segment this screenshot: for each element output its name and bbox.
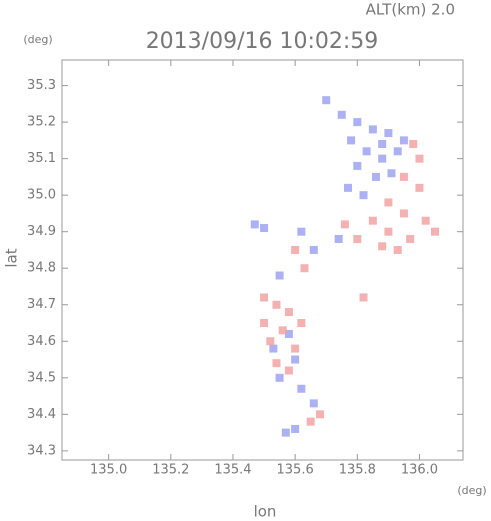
y-tick-label: 34.8 <box>27 261 56 276</box>
y-tick-label: 34.5 <box>27 370 56 385</box>
y-axis-label: lat <box>3 248 21 267</box>
data-point <box>297 227 306 236</box>
data-point <box>322 96 331 105</box>
data-point <box>399 136 408 145</box>
data-point <box>297 319 306 328</box>
y-tick-label: 35.2 <box>27 115 56 130</box>
data-point <box>266 337 275 346</box>
y-tick-label: 35.3 <box>27 78 56 93</box>
data-point <box>337 110 346 119</box>
data-point <box>343 183 352 192</box>
data-point <box>291 344 300 353</box>
data-point <box>353 234 362 243</box>
data-point <box>368 216 377 225</box>
data-point <box>387 169 396 178</box>
y-tick-label: 35.0 <box>27 188 56 203</box>
plot-frame <box>61 59 464 461</box>
data-point <box>353 118 362 127</box>
data-point <box>415 183 424 192</box>
data-point <box>291 424 300 433</box>
data-point <box>359 293 368 302</box>
data-point <box>384 198 393 207</box>
data-point <box>281 428 290 437</box>
chart-title: 2013/09/16 10:02:59 <box>146 29 379 54</box>
data-point <box>334 234 343 243</box>
y-tick-label: 34.4 <box>27 407 56 422</box>
x-unit: (deg) <box>457 484 486 497</box>
data-point <box>300 264 309 273</box>
data-point <box>371 172 380 181</box>
x-tick-label: 136.0 <box>401 463 438 478</box>
x-axis-label: lon <box>254 503 277 521</box>
x-tick-label: 135.6 <box>277 463 314 478</box>
data-point <box>260 319 269 328</box>
y-tick-label: 34.3 <box>27 443 56 458</box>
y-tick-label: 34.7 <box>27 297 56 312</box>
data-point <box>378 154 387 163</box>
data-point <box>291 245 300 254</box>
data-point <box>409 140 418 149</box>
data-point <box>353 161 362 170</box>
data-point <box>284 308 293 317</box>
data-point <box>393 245 402 254</box>
data-point <box>415 154 424 163</box>
data-point <box>316 410 325 419</box>
data-point <box>278 326 287 335</box>
data-point <box>250 220 259 229</box>
data-point <box>406 234 415 243</box>
data-point <box>291 355 300 364</box>
data-point <box>284 329 293 338</box>
data-point <box>284 366 293 375</box>
data-point <box>309 399 318 408</box>
data-point <box>297 384 306 393</box>
data-point <box>340 220 349 229</box>
data-point <box>272 300 281 309</box>
x-tick-label: 135.0 <box>90 463 127 478</box>
x-tick-label: 135.2 <box>152 463 189 478</box>
chart-subtitle: ALT(km) 2.0 <box>366 1 455 19</box>
data-point <box>384 227 393 236</box>
data-point <box>384 129 393 138</box>
data-point <box>275 373 284 382</box>
data-point <box>306 417 315 426</box>
data-point <box>260 224 269 233</box>
data-point <box>260 293 269 302</box>
data-point <box>431 227 440 236</box>
data-point <box>393 147 402 156</box>
x-tick-label: 135.8 <box>339 463 376 478</box>
data-point <box>378 140 387 149</box>
x-tick-label: 135.4 <box>214 463 251 478</box>
y-unit: (deg) <box>23 33 52 46</box>
data-point <box>421 216 430 225</box>
data-point <box>368 125 377 134</box>
data-point <box>347 136 356 145</box>
y-tick-label: 34.6 <box>27 334 56 349</box>
data-point <box>378 242 387 251</box>
data-point <box>362 147 371 156</box>
data-point <box>399 172 408 181</box>
data-point <box>272 359 281 368</box>
data-point <box>275 271 284 280</box>
y-tick-label: 35.1 <box>27 151 56 166</box>
data-point <box>269 344 278 353</box>
data-point <box>359 191 368 200</box>
data-point <box>309 245 318 254</box>
y-tick-label: 34.9 <box>27 224 56 239</box>
data-point <box>399 209 408 218</box>
